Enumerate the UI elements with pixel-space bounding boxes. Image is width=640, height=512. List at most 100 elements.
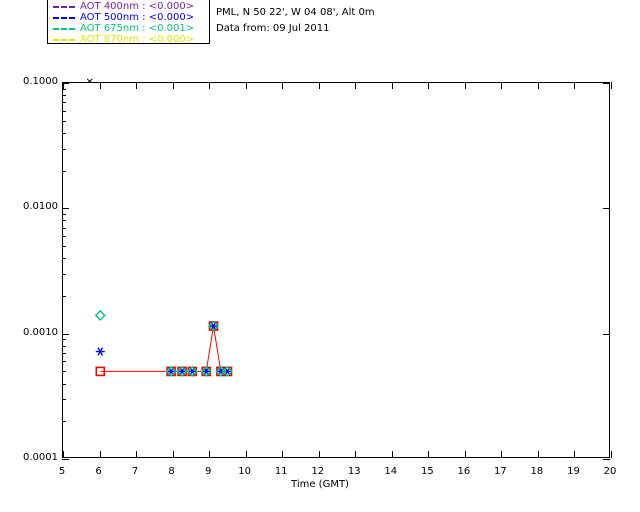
x-axis-tick-label: 16 [457, 466, 471, 477]
data-marker-aot-675nm [200, 365, 212, 377]
data-marker-aot-675nm [176, 365, 188, 377]
y-axis-tick [603, 459, 610, 460]
legend-line-swatch-icon [53, 38, 75, 41]
data-layer [94, 309, 233, 377]
y-axis-tick-label: 0.0010 [23, 326, 58, 338]
y-axis-minor-tick [62, 95, 66, 97]
x-axis-tick-label: 7 [131, 466, 139, 477]
y-axis-minor-tick [62, 132, 66, 134]
x-axis-tick [318, 451, 320, 458]
x-axis-tick [428, 82, 430, 89]
x-axis-tick-label: 11 [274, 466, 288, 477]
y-axis-minor-tick [62, 220, 66, 222]
x-axis-tick [245, 451, 247, 458]
legend-entry-500nm: AOT 500nm : <0.000> [48, 12, 209, 23]
y-axis-minor-tick [62, 214, 66, 216]
data-marker-aot-500nm [177, 367, 187, 376]
x-axis-tick [391, 451, 393, 458]
header-text: PML, N 50 22', W 04 08', Alt 0m Data fro… [216, 5, 375, 37]
x-axis-tick [611, 451, 612, 458]
y-axis-minor-tick [62, 258, 66, 260]
y-axis-minor-tick [62, 421, 66, 423]
legend-line-swatch-icon [53, 5, 75, 8]
y-axis-tick [603, 83, 610, 84]
data-line-aot-1020nm [100, 325, 228, 372]
x-axis-tick-label: 14 [384, 466, 398, 477]
y-axis-minor-tick [62, 148, 66, 150]
legend-entry-label: AOT 870nm : <0.000> [80, 34, 195, 44]
data-marker-aot-675nm [221, 365, 233, 377]
y-axis-tick [62, 83, 69, 84]
x-axis-tick [464, 82, 466, 89]
y-axis-minor-tick [62, 273, 66, 275]
x-axis-tick [501, 82, 503, 89]
y-axis-minor-tick [62, 383, 66, 385]
legend-entry-label: AOT 500nm : <0.000> [80, 12, 195, 23]
y-axis-minor-tick [62, 170, 66, 172]
x-axis-tick [391, 82, 393, 89]
x-axis-tick-label: 5 [58, 466, 66, 477]
legend-line-swatch-icon [53, 27, 75, 30]
x-axis-tick [209, 451, 211, 458]
x-axis-tick-label: 19 [567, 466, 580, 477]
y-axis-minor-tick [62, 371, 66, 373]
x-axis-tick-label: 8 [168, 466, 175, 477]
data-marker-aot-1020nm [95, 366, 106, 377]
x-axis-tick [63, 451, 64, 458]
x-axis-tick [136, 451, 138, 458]
x-axis-tick [355, 451, 357, 458]
plot-frame [62, 82, 612, 460]
legend-entry-870nm: AOT 870nm : <0.000> [48, 34, 209, 44]
plot-area [63, 83, 609, 457]
x-axis-tick [501, 451, 503, 458]
x-axis-tick [136, 82, 138, 89]
x-axis-tick [172, 82, 174, 89]
site-line: PML, N 50 22', W 04 08', Alt 0m [216, 7, 375, 18]
data-marker-aot-675nm [186, 365, 198, 377]
x-axis-tick [99, 82, 101, 89]
legend: AOT 400nm : <0.000> AOT 500nm : <0.000> AO… [47, 0, 210, 44]
x-axis-tick [464, 451, 466, 458]
y-axis-minor-tick [62, 120, 66, 122]
x-axis-tick [318, 82, 320, 89]
x-axis-tick [172, 451, 174, 458]
x-axis-tick [209, 82, 211, 89]
legend-entry-675nm: AOT 675nm : <0.001> [48, 23, 209, 34]
x-axis-tick [63, 82, 64, 89]
x-axis-tick-label: 6 [95, 466, 102, 477]
y-axis-minor-tick [62, 110, 66, 112]
legend-entry-label: AOT 675nm : <0.001> [80, 23, 195, 34]
legend-line-swatch-icon [53, 16, 75, 19]
y-axis-minor-tick [62, 88, 66, 90]
x-axis-tick-label: 9 [204, 466, 212, 477]
x-axis-tick [574, 82, 576, 89]
y-axis-minor-tick [62, 339, 66, 341]
y-axis-minor-tick [62, 102, 66, 104]
x-axis-tick [355, 82, 357, 89]
data-marker-aot-675nm [165, 365, 177, 377]
data-marker-aot-675nm [208, 320, 220, 332]
y-axis-tick [603, 208, 610, 210]
y-axis-minor-tick [62, 295, 66, 297]
x-axis-tick-label: 20 [603, 466, 617, 477]
data-marker-aot-500nm [95, 347, 105, 356]
x-axis-tick-label: 17 [494, 466, 507, 477]
x-axis-tick-label: 18 [530, 466, 544, 477]
y-axis-tick-label: 0.0100 [23, 201, 58, 213]
data-marker-aot-500nm [166, 367, 176, 376]
x-axis-tick [537, 82, 539, 89]
x-axis-tick [574, 451, 576, 458]
y-axis-tick-label: 0.0001 [23, 452, 58, 463]
data-marker-aot-675nm [94, 309, 106, 321]
date-line: Data from: 09 Jul 2011 [216, 23, 330, 34]
x-axis-tick [282, 451, 284, 458]
x-axis-tick-label: 15 [420, 466, 434, 477]
y-axis-minor-tick [62, 236, 66, 238]
legend-entry-label: AOT 400nm : <0.000> [80, 1, 195, 12]
x-axis-tick [428, 451, 430, 458]
x-axis-tick [611, 82, 612, 89]
y-axis-minor-tick [62, 399, 66, 401]
y-axis-tick [62, 459, 69, 460]
x-axis-tick [99, 451, 101, 458]
